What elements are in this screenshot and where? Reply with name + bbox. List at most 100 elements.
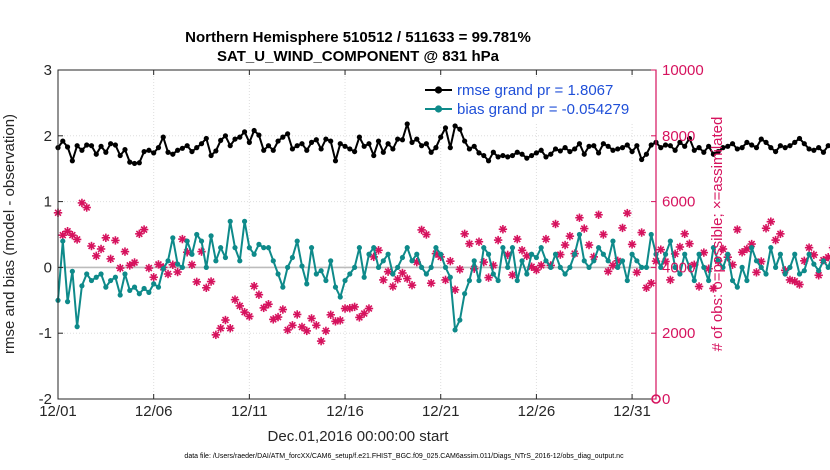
bias-point [533, 254, 540, 261]
bias-point [313, 271, 319, 277]
left-y-axis-ticks: -2 -1 0 1 2 3 [39, 62, 63, 408]
rmse-point [543, 154, 549, 160]
bias-point [136, 291, 142, 297]
rmse-point [194, 145, 200, 151]
bias-point [79, 283, 85, 289]
bias-point [514, 277, 520, 284]
bias-point [476, 277, 482, 284]
legend-rmse-label: rmse grand pr = 1.8067 [457, 82, 613, 99]
obs-assimilated-point [680, 229, 689, 239]
rmse-point [74, 143, 80, 149]
rmse-point [519, 151, 525, 157]
rmse-point [591, 143, 597, 149]
rmse-point [108, 141, 114, 147]
bias-point [332, 284, 339, 290]
obs-assimilated-point [393, 275, 402, 284]
obs-assimilated-point [192, 277, 201, 287]
obs-assimilated-point [771, 235, 780, 245]
bias-point [198, 238, 205, 244]
bias-point [576, 231, 583, 238]
obs-assimilated-point [187, 260, 197, 269]
obs-assimilated-point [513, 234, 522, 244]
rmse-point [457, 126, 463, 132]
rmse-point [60, 138, 66, 144]
data-file-footnote: data file: /Users/raeder/DAI/ATM_forcXX/… [184, 453, 624, 460]
rmse-point [141, 148, 147, 155]
bias-point [404, 245, 410, 251]
bias-point [485, 251, 492, 257]
bias-point [256, 241, 262, 247]
rmse-point [725, 143, 731, 149]
rmse-point [648, 142, 654, 148]
x-tick-label: 12/21 [422, 403, 460, 420]
obs-assimilated-point [551, 219, 560, 229]
obs-assimilated-point [101, 233, 111, 242]
right-y-axis-ticks: 0 2000 4000 6000 8000 10000 [651, 62, 704, 408]
obs-assimilated-point [441, 275, 450, 285]
obs-assimilated-point [379, 275, 388, 285]
bias-point [591, 258, 597, 264]
rmse-point [227, 143, 233, 149]
obs-assimilated-point [288, 321, 297, 330]
bias-point [98, 271, 104, 277]
obs-assimilated-point [446, 256, 455, 266]
bias-point [103, 284, 109, 290]
bias-point [108, 277, 114, 284]
rmse-point [261, 147, 267, 153]
bias-point [433, 245, 439, 251]
rmse-point [179, 145, 185, 151]
rmse-point [438, 134, 444, 140]
bias-point [88, 277, 95, 284]
rmse-point [251, 127, 257, 134]
rmse-point [514, 149, 520, 155]
right-y-tick-label: 8000 [662, 128, 695, 145]
rmse-point [706, 143, 712, 149]
bias-point [682, 251, 688, 257]
bias-point [385, 251, 391, 257]
bias-point [218, 245, 224, 251]
bias-point [232, 245, 238, 251]
obs-assimilated-point [111, 236, 120, 245]
bias-point [495, 277, 501, 284]
obs-assimilated-point [130, 258, 139, 267]
bias-point [175, 261, 181, 267]
rmse-point [548, 151, 554, 157]
right-y-tick-label: 10000 [662, 62, 704, 79]
obs-assimilated-point [235, 301, 244, 311]
rmse-point [481, 152, 487, 159]
obs-assimilated-point [637, 228, 646, 237]
rmse-point [619, 145, 626, 151]
obs-assimilated-point [403, 274, 412, 283]
rmse-point [122, 147, 128, 153]
rmse-point [476, 150, 482, 156]
obs-assimilated-point [541, 234, 551, 244]
bias-point [380, 258, 386, 264]
bias-point [562, 271, 568, 277]
bias-point [457, 317, 463, 323]
bias-point [643, 264, 650, 270]
rmse-point [270, 147, 276, 153]
obs-assimilated-point [536, 261, 546, 270]
bias-point [715, 258, 721, 264]
obs-assimilated-point [115, 263, 125, 273]
rmse-point [576, 141, 583, 147]
rmse-point [629, 148, 635, 155]
obs-assimilated-point [790, 277, 799, 286]
rmse-point [796, 135, 803, 142]
obs-assimilated-point [278, 305, 288, 314]
right-y-tick-label: 4000 [662, 259, 695, 276]
rmse-point [213, 148, 219, 154]
rmse-point [615, 146, 621, 152]
rmse-point [682, 143, 688, 149]
legend-box [419, 77, 655, 123]
bias-point [720, 264, 726, 270]
obs-assimilated-point [264, 300, 273, 309]
bias-point [615, 264, 621, 270]
bias-point [816, 268, 822, 274]
obs-assimilated-point [178, 234, 187, 244]
rmse-point [409, 139, 415, 145]
rmse-point [729, 141, 736, 147]
bias-point [658, 264, 664, 270]
bias-point [600, 251, 606, 257]
obs-assimilated-point [120, 247, 130, 256]
